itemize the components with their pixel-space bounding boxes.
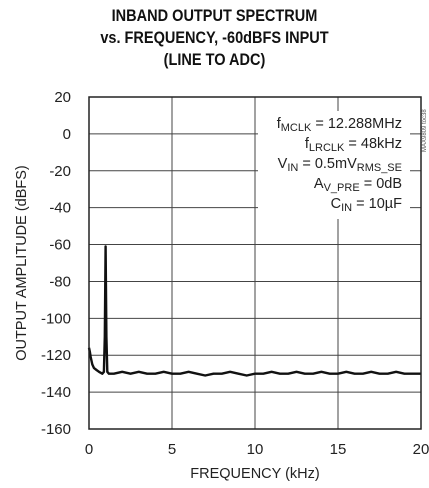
x-tick-label-4: 20 (413, 441, 429, 458)
y-axis-label: OUTPUT AMPLITUDE (dBFS) (14, 165, 30, 361)
annotation-line-2: VIN = 0.5mVRMS_SE (278, 156, 402, 174)
y-tick-label-3: -40 (49, 200, 71, 217)
y-tick-label-5: -80 (49, 273, 71, 290)
figure-code: MAX9809 toc38 (422, 109, 428, 152)
plot-frame (88, 96, 422, 430)
y-tick-label-6: -100 (41, 310, 71, 327)
annotation-line-4: CIN = 10µF (331, 196, 402, 214)
x-tick-label-2: 10 (247, 441, 264, 458)
x-tick-label-3: 15 (330, 441, 347, 458)
chart-title: INBAND OUTPUT SPECTRUM vs. FREQUENCY, -6… (26, 5, 404, 71)
y-tick-label-7: -120 (41, 347, 71, 364)
y-tick-label-4: -60 (49, 237, 71, 254)
spectrum-trace-0 (87, 245, 421, 377)
y-axis: 20 0 -20 -40 -60 -80 -100 -120 -140 -160 (41, 89, 71, 438)
y-tick-label-0: 20 (54, 89, 71, 106)
annotation-background (258, 111, 410, 219)
x-axis-label: FREQUENCY (kHz) (190, 466, 319, 482)
y-tick-label-1: 0 (63, 126, 71, 143)
plot-area (87, 245, 421, 377)
y-tick-label-9: -160 (41, 421, 71, 438)
x-tick-label-1: 5 (168, 441, 176, 458)
annotation-box: fMCLK = 12.288MHz fLRCLK = 48kHz VIN = 0.5… (258, 111, 410, 219)
annotation-line-3: AV_PRE = 0dB (314, 176, 402, 194)
x-tick-label-0: 0 (85, 441, 93, 458)
chart-title-line-3: (LINE TO ADC) (163, 51, 266, 69)
y-tick-label-2: -20 (49, 163, 71, 180)
annotation-line-1: fLRCLK = 48kHz (305, 136, 402, 154)
chart-title-line-2: vs. FREQUENCY, -60dBFS INPUT (100, 29, 329, 47)
y-tick-label-8: -140 (41, 384, 71, 401)
annotation-line-0: fMCLK = 12.288MHz (277, 116, 402, 134)
chart-title-line-1: INBAND OUTPUT SPECTRUM (111, 7, 318, 25)
x-axis: 0 5 10 15 20 (85, 441, 429, 458)
